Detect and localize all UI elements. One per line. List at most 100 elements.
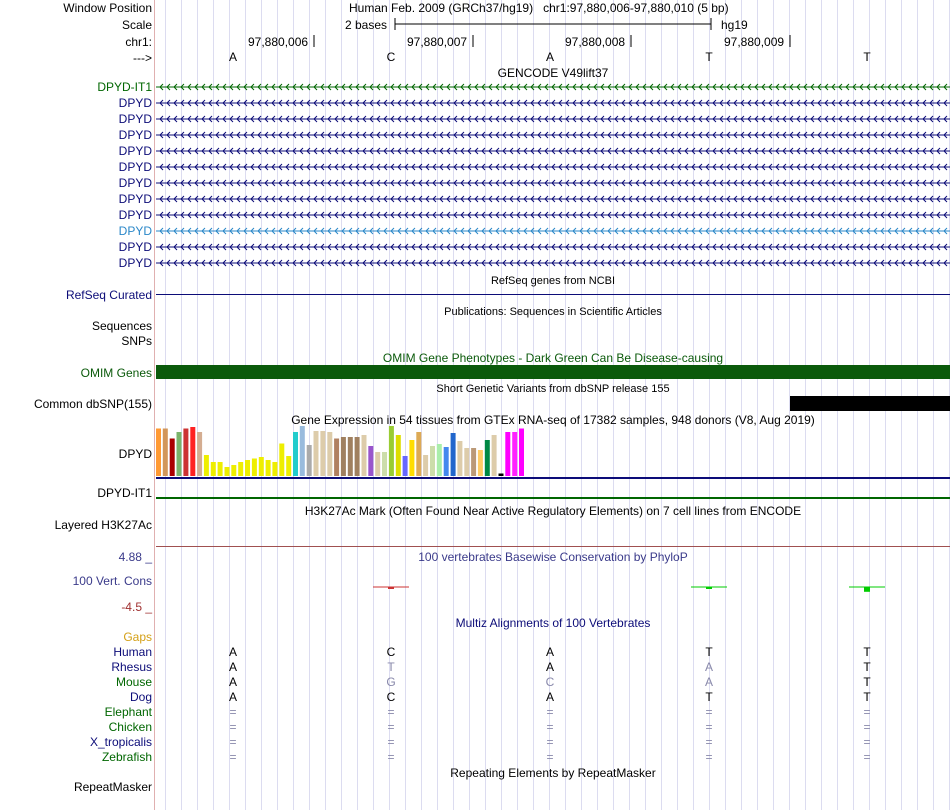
strand-arrow [754, 147, 759, 155]
strand-arrow [579, 147, 584, 155]
strand-arrow [404, 179, 409, 187]
strand-arrow [873, 99, 878, 107]
gencode-gene-label[interactable]: DPYD [118, 128, 152, 142]
gencode-gene-label[interactable]: DPYD [118, 96, 152, 110]
publications-sequences-label[interactable]: Sequences [91, 319, 152, 333]
strand-arrow [824, 115, 829, 123]
gencode-gene-label[interactable]: DPYD [118, 256, 152, 270]
h3k27ac-track-title[interactable]: H3K27Ac Mark (Often Found Near Active Re… [304, 504, 802, 518]
gencode-gene-label[interactable]: DPYD-IT1 [97, 80, 152, 94]
multiz-species-label[interactable]: Zebrafish [101, 750, 152, 764]
strand-arrow [747, 211, 752, 219]
strand-arrow [446, 195, 451, 203]
multiz-species-label[interactable]: Rhesus [111, 660, 152, 674]
gencode-gene-line[interactable] [156, 114, 950, 124]
multiz-base: A [704, 660, 713, 674]
strand-arrow [915, 99, 920, 107]
gencode-gene-line[interactable] [156, 210, 950, 220]
strand-arrow [194, 179, 199, 187]
omim-track-title[interactable]: OMIM Gene Phenotypes - Dark Green Can Be… [382, 351, 724, 365]
phylop-plot[interactable] [156, 557, 950, 607]
strand-arrow [684, 195, 689, 203]
gencode-gene-line[interactable] [156, 130, 950, 140]
multiz-species-label[interactable]: Elephant [104, 705, 152, 719]
strand-arrow [460, 211, 465, 219]
multiz-species-label[interactable]: Dog [129, 690, 152, 704]
strand-arrow [621, 163, 626, 171]
strand-arrow [278, 115, 283, 123]
strand-arrow [642, 131, 647, 139]
omim-gene-bar[interactable] [156, 365, 950, 379]
strand-arrow [817, 259, 822, 267]
refseq-track-label[interactable]: RefSeq Curated [65, 288, 152, 302]
gencode-gene-label[interactable]: DPYD [118, 240, 152, 254]
gencode-gene-line[interactable] [156, 146, 950, 156]
multiz-species-label[interactable]: Chicken [108, 720, 152, 734]
strand-arrow [831, 243, 836, 251]
strand-arrow [404, 227, 409, 235]
strand-arrow [684, 163, 689, 171]
strand-arrow [894, 163, 899, 171]
gtex-track-title[interactable]: Gene Expression in 54 tissues from GTEx … [291, 413, 815, 427]
multiz-track-title[interactable]: Multiz Alignments of 100 Vertebrates [455, 616, 651, 630]
multiz-species-label[interactable]: Human [113, 645, 152, 659]
strand-arrow [635, 259, 640, 267]
gencode-track-title[interactable]: GENCODE V49lift37 [497, 66, 609, 80]
multiz-gaps-label[interactable]: Gaps [123, 630, 152, 644]
gencode-gene-label[interactable]: DPYD [118, 160, 152, 174]
publications-snps-label[interactable]: SNPs [121, 334, 152, 348]
strand-arrow [495, 163, 500, 171]
gencode-gene-line[interactable] [156, 178, 950, 188]
strand-arrow [544, 211, 549, 219]
strand-arrow [397, 163, 402, 171]
gencode-gene-label[interactable]: DPYD [118, 144, 152, 158]
repeatmasker-track-label[interactable]: RepeatMasker [73, 780, 152, 794]
repeatmasker-track-title[interactable]: Repeating Elements by RepeatMasker [450, 766, 656, 780]
multiz-base: = [705, 735, 713, 749]
refseq-gene-line[interactable] [156, 294, 950, 295]
strand-arrow [166, 131, 171, 139]
strand-arrow [796, 131, 801, 139]
gencode-gene-line[interactable] [156, 82, 950, 92]
gtex-dpyd-label[interactable]: DPYD [118, 447, 152, 461]
strand-arrow [327, 243, 332, 251]
strand-arrow [803, 83, 808, 91]
strand-arrow [313, 243, 318, 251]
dbsnp-variant[interactable] [790, 396, 950, 411]
strand-arrow [943, 131, 948, 139]
strand-arrow [488, 163, 493, 171]
strand-arrow [257, 131, 262, 139]
strand-arrow [593, 179, 598, 187]
gencode-gene-line[interactable] [156, 258, 950, 268]
strand-arrow [621, 211, 626, 219]
gencode-gene-label[interactable]: DPYD [118, 192, 152, 206]
phylop-track-label[interactable]: 100 Vert. Cons [72, 574, 152, 588]
omim-track-label[interactable]: OMIM Genes [80, 366, 152, 380]
gencode-gene-label[interactable]: DPYD [118, 112, 152, 126]
gencode-gene-line[interactable] [156, 226, 950, 236]
strand-arrow [432, 211, 437, 219]
gencode-gene-label[interactable]: DPYD [118, 208, 152, 222]
strand-arrow [537, 243, 542, 251]
phylop-track-title[interactable]: 100 vertebrates Basewise Conservation by… [418, 550, 688, 564]
dbsnp-track-label[interactable]: Common dbSNP(155) [33, 397, 152, 411]
strand-arrow [495, 211, 500, 219]
strand-arrow [264, 243, 269, 251]
gencode-gene-label[interactable]: DPYD [118, 176, 152, 190]
multiz-species-label[interactable]: X_tropicalis [89, 735, 152, 749]
publications-track-title[interactable]: Publications: Sequences in Scientific Ar… [444, 306, 662, 318]
gencode-gene-line[interactable] [156, 98, 950, 108]
h3k27ac-track-label[interactable]: Layered H3K27Ac [54, 518, 152, 532]
multiz-species-label[interactable]: Mouse [115, 675, 152, 689]
strand-arrow [936, 243, 941, 251]
gencode-gene-label[interactable]: DPYD [118, 224, 152, 238]
strand-arrow [488, 179, 493, 187]
base-1: A [228, 50, 237, 64]
gtex-dpyd-it1-label[interactable]: DPYD-IT1 [97, 486, 152, 500]
refseq-track-title[interactable]: RefSeq genes from NCBI [490, 275, 616, 287]
gtex-expression-bars[interactable] [156, 426, 950, 478]
gencode-gene-line[interactable] [156, 162, 950, 172]
dbsnp-track-title[interactable]: Short Genetic Variants from dbSNP releas… [436, 383, 670, 395]
gencode-gene-line[interactable] [156, 242, 950, 252]
gencode-gene-line[interactable] [156, 194, 950, 204]
